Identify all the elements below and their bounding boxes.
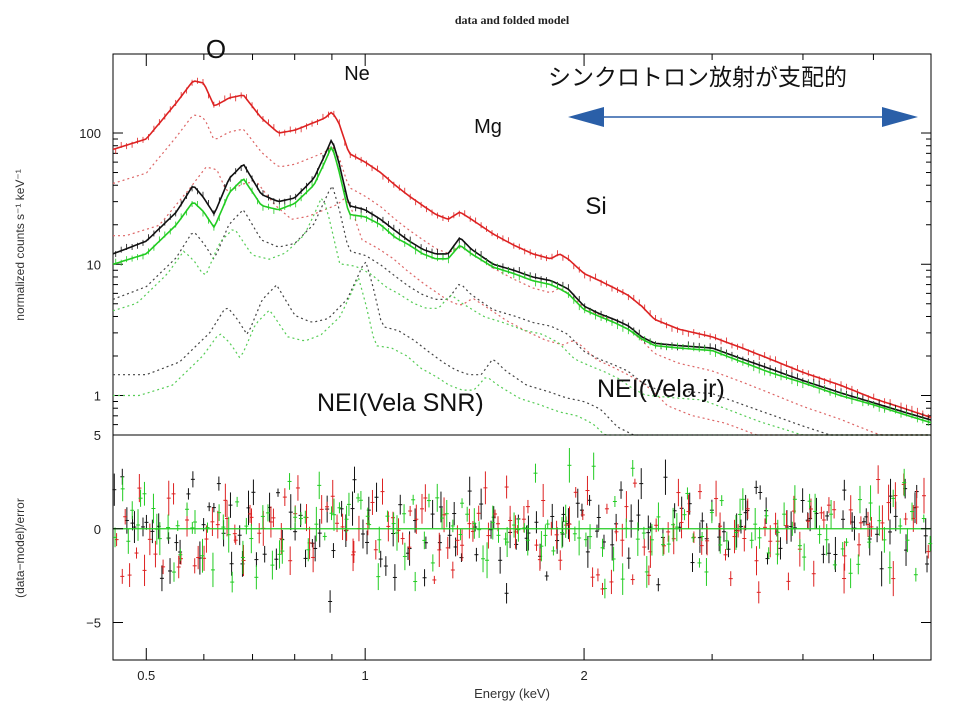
- bottom-panel-frame: [112, 434, 932, 661]
- x-axis-label: Energy (keV): [474, 686, 550, 701]
- bottom-y-axis-label: (data−model)/error: [13, 498, 27, 598]
- res-y-tick-label: 5: [94, 428, 101, 443]
- top-y-axis-label: normalized counts s⁻¹ keV⁻¹: [13, 169, 27, 320]
- annotation-ne: Ne: [344, 63, 370, 85]
- model-component-curve: [112, 114, 931, 436]
- top-panel: 1 10 100 normalized counts s⁻¹ keV⁻¹: [13, 53, 932, 436]
- bottom-x-ticks: 0.5 1 2: [137, 54, 874, 683]
- double-arrow-icon: [568, 107, 918, 127]
- residual-points: [112, 448, 933, 613]
- top-data-series: [112, 77, 932, 426]
- model-component-curve: [113, 260, 931, 436]
- series-line: [112, 145, 932, 424]
- model-component-curve: [113, 166, 931, 436]
- x-tick-label: 0.5: [137, 668, 155, 683]
- bottom-y-ticks: 5 0 −5: [86, 428, 931, 631]
- y-tick-label: 1: [94, 388, 101, 403]
- annotation-o: O: [206, 34, 226, 64]
- annotation-nei-vela-jr: NEI(Vela jr): [597, 375, 725, 403]
- annotation-nei-vela-snr: NEI(Vela SNR): [317, 389, 484, 417]
- annotations: O Ne Mg Si シンクロトロン放射が支配的 NEI(Vela SNR) N…: [206, 34, 918, 417]
- top-panel-frame: [112, 53, 932, 436]
- top-model-curves: [112, 114, 931, 436]
- series-line: [112, 138, 932, 421]
- res-y-tick-label: −5: [86, 616, 101, 631]
- series-line: [112, 80, 932, 419]
- res-y-tick-label: 0: [94, 522, 101, 537]
- top-y-ticks: 1 10 100: [79, 126, 931, 436]
- y-tick-label: 10: [87, 257, 101, 272]
- x-tick-label: 2: [580, 668, 587, 683]
- model-component-curve: [113, 275, 931, 436]
- model-component-curve: [112, 197, 931, 436]
- y-tick-label: 100: [79, 126, 101, 141]
- bottom-panel: 5 0 −5 0.5 1 2 (data−model)/error Energy (ke…: [13, 54, 933, 701]
- x-tick-label: 1: [362, 668, 369, 683]
- model-component-curve: [112, 184, 931, 436]
- annotation-mg: Mg: [474, 116, 502, 138]
- annotation-si: Si: [585, 193, 606, 220]
- annotation-synchrotron: シンクロトロン放射が支配的: [548, 65, 847, 91]
- chart-title: data and folded model: [455, 13, 570, 27]
